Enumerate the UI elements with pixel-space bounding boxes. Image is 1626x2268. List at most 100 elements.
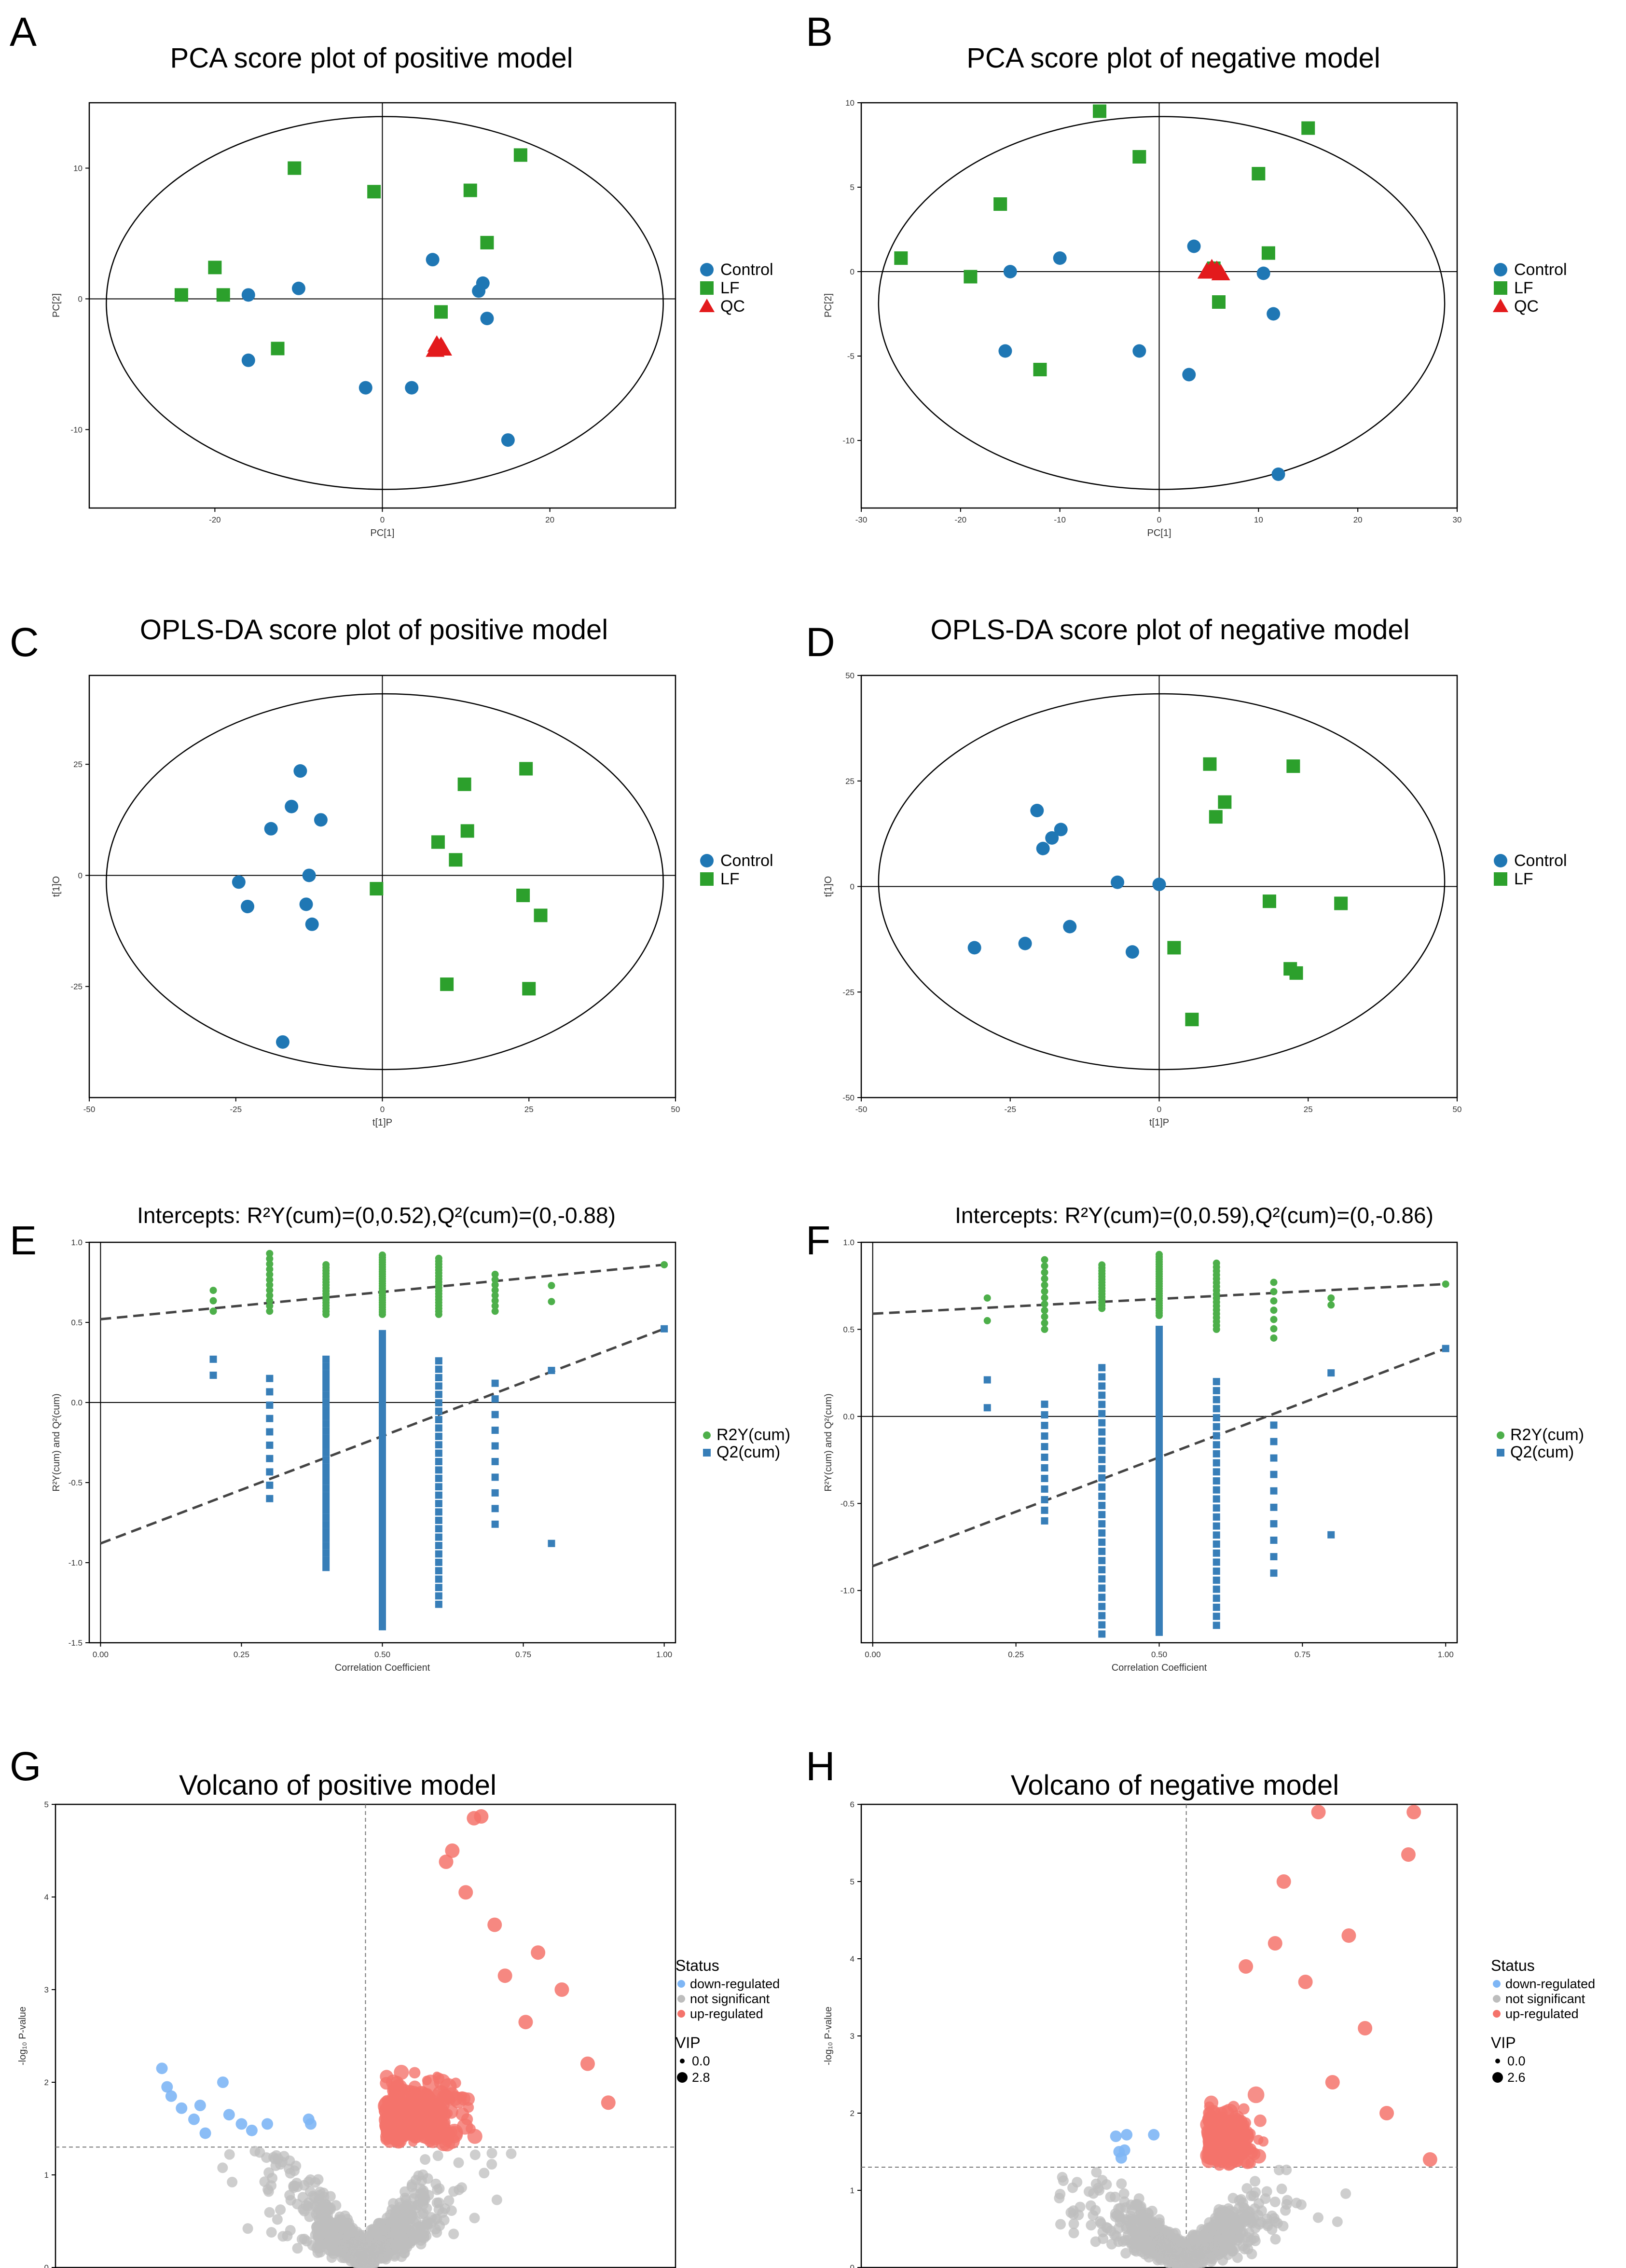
legend-down-regulated-label: down-regulated (690, 1977, 780, 1991)
control-point (1111, 875, 1125, 889)
x-tick-label: 0.75 (515, 1650, 531, 1659)
panel-b-axes: -30 -20 -10 0 10 20 30 -10 -5 0 5 10 PC[1] PC[2] (823, 98, 1461, 538)
r2y-point (1327, 1294, 1335, 1302)
q2-point (379, 1529, 386, 1537)
not-significant-point (1154, 2214, 1165, 2225)
up-regulated-point (497, 1968, 512, 1983)
q2-point (379, 1343, 386, 1351)
q2-point (322, 1377, 330, 1385)
panel-label-f: F (806, 1218, 830, 1263)
q2-point (1213, 1603, 1220, 1611)
not-significant-point (1058, 2175, 1069, 2186)
control-point (1182, 368, 1196, 382)
up-regulated-point (408, 2137, 418, 2147)
q2-point (379, 1523, 386, 1531)
y-tick-label: 0 (850, 882, 854, 892)
not-significant-point (1140, 2249, 1151, 2260)
q2-point (322, 1406, 330, 1414)
q2-point (1041, 1474, 1048, 1482)
r2y-point (266, 1276, 274, 1284)
q2-point (379, 1457, 386, 1464)
x-tick-label: -20 (955, 515, 967, 524)
y-tick-label: 1 (850, 2186, 854, 2195)
lf-point (434, 305, 448, 319)
q2-point (1156, 1504, 1163, 1512)
up-regulated-point (422, 2124, 434, 2136)
r2y-point (491, 1270, 499, 1278)
q2-point (322, 1499, 330, 1507)
r2y-point (1213, 1259, 1220, 1267)
not-significant-point (328, 2245, 339, 2256)
not-significant-point (1340, 2188, 1351, 2199)
x-tick-label: 30 (1453, 515, 1462, 524)
not-significant-point (297, 2192, 308, 2203)
lf-point (460, 824, 474, 838)
q2-point (1098, 1520, 1106, 1527)
q2-point (1156, 1532, 1163, 1540)
control-point (1036, 841, 1050, 855)
y-tick-label: 4 (850, 1954, 854, 1964)
lf-point (894, 251, 908, 265)
x-axis-label: PC[1] (1147, 528, 1171, 538)
control-point (1125, 945, 1139, 959)
not-significant-point (1281, 2164, 1292, 2175)
panel-f-axes: 0.00 0.25 0.50 0.75 1.00 -1.0 -0.5 0.0 0.5 1.0 Cor… (823, 1238, 1458, 1673)
q2-point (1213, 1540, 1220, 1548)
up-regulated-point (1254, 2114, 1267, 2127)
y-axis-label: t[1]O (823, 876, 834, 897)
lf-point (208, 261, 222, 275)
q2-point (379, 1356, 386, 1364)
not-significant-point (1072, 2177, 1083, 2188)
q2-point (322, 1535, 330, 1542)
legend-vip-size-marker (1492, 2072, 1503, 2083)
scatter-points (174, 148, 527, 447)
r2y-point (209, 1297, 217, 1305)
q2-point (491, 1489, 499, 1497)
y-tick-label: 1.0 (843, 1238, 854, 1247)
r2y-point (266, 1255, 274, 1263)
lf-point (1209, 810, 1223, 824)
chart-title: PCA score plot of negative model (966, 42, 1380, 74)
q2-point (1213, 1477, 1220, 1485)
q2-point (379, 1430, 386, 1437)
not-significant-point (418, 2208, 429, 2219)
control-point (1256, 266, 1270, 280)
x-tick-label: -30 (855, 515, 868, 524)
q2-point (1098, 1391, 1106, 1399)
control-point (293, 764, 307, 778)
q2-point (491, 1473, 499, 1481)
q2-point (435, 1441, 442, 1449)
legend-up-regulated-marker (1493, 2010, 1501, 2018)
up-regulated-point (433, 2072, 444, 2084)
q2-point (266, 1402, 274, 1409)
x-tick-label: -10 (1054, 515, 1066, 524)
q2-point (1098, 1492, 1106, 1500)
legend-r2y-marker (703, 1431, 711, 1439)
q2-point (435, 1407, 442, 1415)
q2-point (435, 1533, 442, 1541)
not-significant-point (453, 2157, 464, 2168)
q2-point (1041, 1432, 1048, 1440)
x-axis-label: PC[1] (370, 528, 394, 538)
q2-point (1442, 1345, 1449, 1352)
q2-point (322, 1556, 330, 1564)
control-point (480, 312, 494, 326)
lf-point (1301, 121, 1315, 135)
q2-point (1156, 1628, 1163, 1636)
panel-h-axes: -2-10120123456log₂ Fold Change-log₁₀ P-v… (823, 1800, 1458, 2268)
not-significant-point (264, 2207, 275, 2218)
not-significant-point (1332, 2216, 1343, 2227)
control-point (472, 284, 486, 298)
x-tick-label: -20 (209, 515, 221, 524)
not-significant-point (1270, 2234, 1281, 2245)
control-point (1271, 467, 1285, 481)
q2-point (322, 1413, 330, 1420)
q2-point (491, 1442, 499, 1450)
y-tick-label: 0.5 (843, 1325, 854, 1334)
r2y-point (266, 1250, 274, 1257)
control-point (302, 868, 316, 882)
q2-point (322, 1549, 330, 1557)
r2y-point (266, 1307, 274, 1315)
q2-point (1213, 1414, 1220, 1422)
